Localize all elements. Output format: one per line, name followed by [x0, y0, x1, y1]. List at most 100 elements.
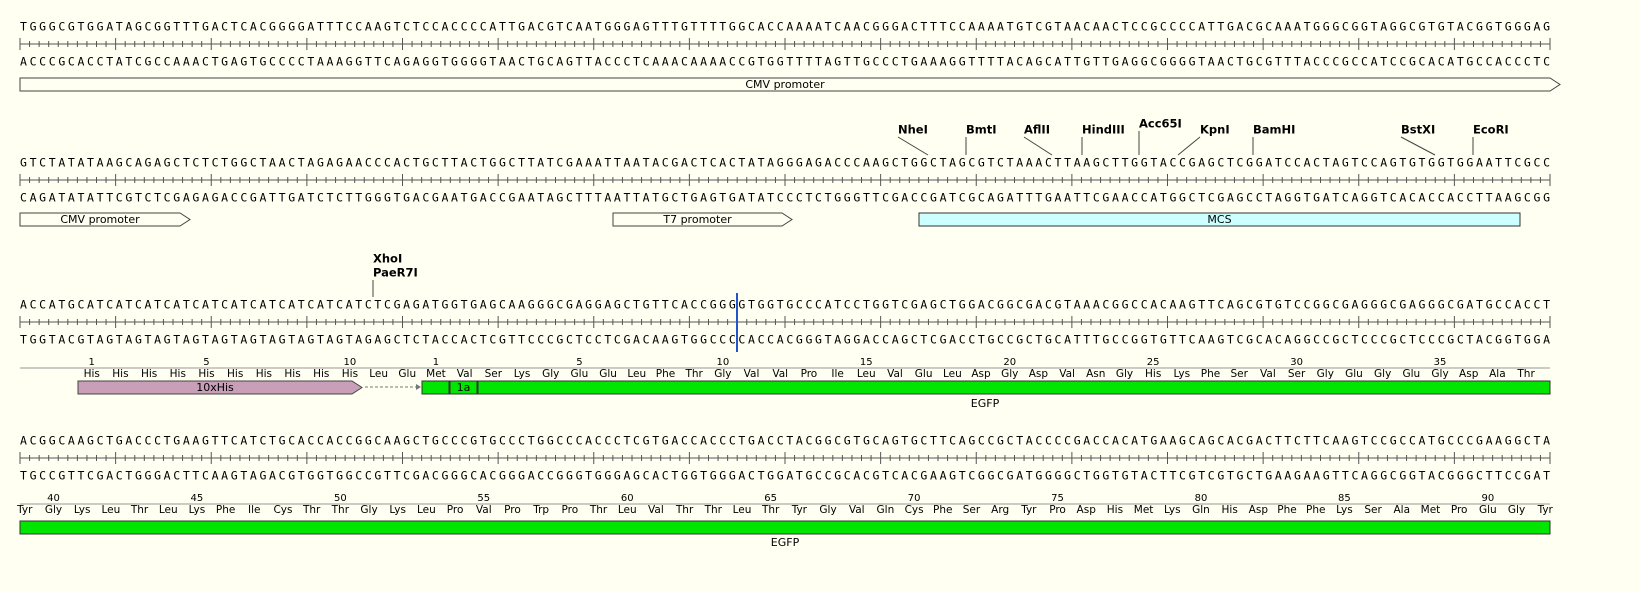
feature-label: EGFP — [771, 536, 800, 549]
feature-arrow — [19, 212, 191, 227]
amino-acid: Leu — [627, 368, 646, 380]
enzyme-label: AflII — [1024, 123, 1050, 137]
amino-acid: Phe — [1277, 504, 1296, 516]
amino-acid: Phe — [933, 504, 952, 516]
enzyme-label: BamHI — [1253, 123, 1295, 137]
amino-acid: Tyr — [16, 504, 33, 516]
amino-acid: Phe — [656, 368, 675, 380]
amino-acid: Leu — [618, 504, 637, 516]
aa-number: 1 — [89, 357, 95, 368]
feature-label: 10xHis — [196, 381, 234, 394]
feature-box — [477, 380, 1551, 395]
top-strand: ACGGCAAGCTGACCCTGAAGTTCATCTGCACCACCGGCAA… — [20, 434, 1550, 448]
cut-line — [1400, 136, 1436, 156]
aa-number: 65 — [764, 493, 777, 504]
amino-acid: Leu — [733, 504, 752, 516]
amino-acid: Val — [1059, 368, 1075, 380]
amino-acid: Thr — [675, 504, 694, 516]
amino-acid: Ser — [1288, 368, 1306, 380]
amino-acid: His — [84, 368, 100, 380]
amino-acid: His — [1222, 504, 1238, 516]
enzyme-label: Acc65I — [1139, 117, 1182, 131]
amino-acid: His — [170, 368, 186, 380]
amino-acid: Gly — [1001, 368, 1018, 380]
amino-acid: Met — [1421, 504, 1441, 516]
amino-acid: Trp — [532, 504, 549, 516]
aa-number: 45 — [191, 493, 204, 504]
aa-number: 50 — [334, 493, 347, 504]
amino-acid: Asp — [1029, 368, 1049, 380]
amino-acid: Thr — [589, 504, 608, 516]
amino-acid: Asp — [1459, 368, 1479, 380]
amino-acid: Thr — [684, 368, 703, 380]
amino-acid: Leu — [369, 368, 388, 380]
aa-number: 70 — [908, 493, 921, 504]
ruler — [19, 316, 1551, 328]
amino-acid: His — [1107, 504, 1123, 516]
amino-acid: Gly — [360, 504, 377, 516]
amino-acid: Val — [887, 368, 903, 380]
aa-number: 80 — [1195, 493, 1208, 504]
amino-acid: Met — [1134, 504, 1154, 516]
amino-acid: His — [342, 368, 358, 380]
amino-acid: Leu — [943, 368, 962, 380]
bottom-strand: TGCCGTTCGACTGGGACTTCAAGTAGACGTGGTGGCCGTT… — [20, 469, 1550, 483]
amino-acid: Val — [648, 504, 664, 516]
amino-acid: Ser — [485, 368, 503, 380]
amino-acid: Glu — [398, 368, 416, 380]
amino-acid: Thr — [761, 504, 780, 516]
amino-acid: His — [112, 368, 128, 380]
feature-label: MCS — [1207, 213, 1231, 226]
amino-acid: Lys — [189, 504, 206, 516]
amino-acid: Leu — [417, 504, 436, 516]
amino-acid: Ile — [831, 368, 843, 380]
ruler — [19, 38, 1551, 50]
aa-number: 15 — [860, 357, 873, 368]
amino-acid: Lys — [1174, 368, 1191, 380]
bottom-strand: CAGATATATTCGTCTCGAGAGACCGATTGATCTCTTGGGT… — [20, 191, 1550, 205]
enzyme-label: KpnI — [1200, 123, 1230, 137]
amino-acid: Asp — [1077, 504, 1097, 516]
amino-acid: Glu — [571, 368, 589, 380]
amino-acid: Pro — [1451, 504, 1468, 516]
amino-acid: Phe — [1201, 368, 1220, 380]
amino-acid: Leu — [101, 504, 120, 516]
amino-acid: Tyr — [791, 504, 808, 516]
ruler — [19, 174, 1551, 186]
amino-acid: Val — [849, 504, 865, 516]
amino-acid: Lys — [1164, 504, 1181, 516]
feature-label: T7 promoter — [662, 213, 732, 226]
amino-acid: His — [198, 368, 214, 380]
aa-number: 20 — [1003, 357, 1016, 368]
amino-acid: Cys — [905, 504, 924, 516]
amino-acid: Val — [772, 368, 788, 380]
amino-acid: Glu — [915, 368, 933, 380]
aa-number: 25 — [1147, 357, 1160, 368]
aa-number: 90 — [1481, 493, 1494, 504]
bottom-strand: TGGTACGTAGTAGTAGTAGTAGTAGTAGTAGTAGTAGAGC… — [20, 333, 1550, 347]
amino-acid: Glu — [1345, 368, 1363, 380]
amino-acid: His — [284, 368, 300, 380]
aa-number: 5 — [203, 357, 209, 368]
amino-acid: Gly — [714, 368, 731, 380]
aa-number: 35 — [1434, 357, 1447, 368]
enzyme-label: HindIII — [1082, 123, 1125, 137]
aa-number: 55 — [477, 493, 490, 504]
aa-number: 10 — [716, 357, 729, 368]
amino-acid: Asn — [1086, 368, 1105, 380]
amino-acid: Gln — [1192, 504, 1210, 516]
ruler — [19, 452, 1551, 464]
feature-box — [918, 212, 1521, 227]
link-arrow-head — [416, 384, 421, 390]
bottom-strand: ACCCGCACCTATCGCCAAACTGAGTGCCCCTAAAGGTTCA… — [20, 55, 1550, 69]
amino-acid: His — [1145, 368, 1161, 380]
amino-acid: Thr — [1516, 368, 1535, 380]
aa-number: 60 — [621, 493, 634, 504]
amino-acid: Phe — [1306, 504, 1325, 516]
amino-acid: Val — [744, 368, 760, 380]
amino-acid: Gly — [1374, 368, 1391, 380]
cut-line — [1023, 136, 1053, 156]
cut-line — [897, 136, 929, 156]
feature-arrow — [612, 212, 793, 227]
